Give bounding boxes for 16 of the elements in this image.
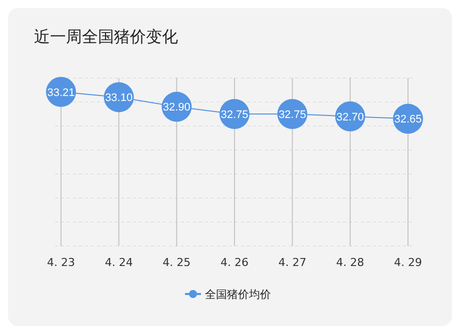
data-label: 32.70: [336, 111, 364, 124]
x-tick-label: 4. 23: [47, 256, 75, 269]
chart-title: 近一周全国猪价变化: [34, 27, 178, 46]
data-label: 32.75: [220, 108, 248, 121]
data-label: 32.75: [278, 108, 306, 121]
x-tick-label: 4. 29: [394, 256, 422, 269]
x-tick-label: 4. 27: [278, 256, 306, 269]
x-tick-label: 4. 24: [104, 256, 133, 269]
data-label: 33.21: [47, 86, 75, 99]
x-tick-label: 4. 25: [162, 256, 191, 269]
data-label: 32.65: [394, 114, 422, 126]
x-tick-label: 4. 28: [336, 256, 364, 269]
data-label: 32.90: [162, 102, 190, 114]
legend-label: 全国猪价均价: [205, 288, 271, 301]
data-label: 33.10: [105, 92, 133, 104]
x-tick-label: 4. 26: [220, 256, 248, 269]
